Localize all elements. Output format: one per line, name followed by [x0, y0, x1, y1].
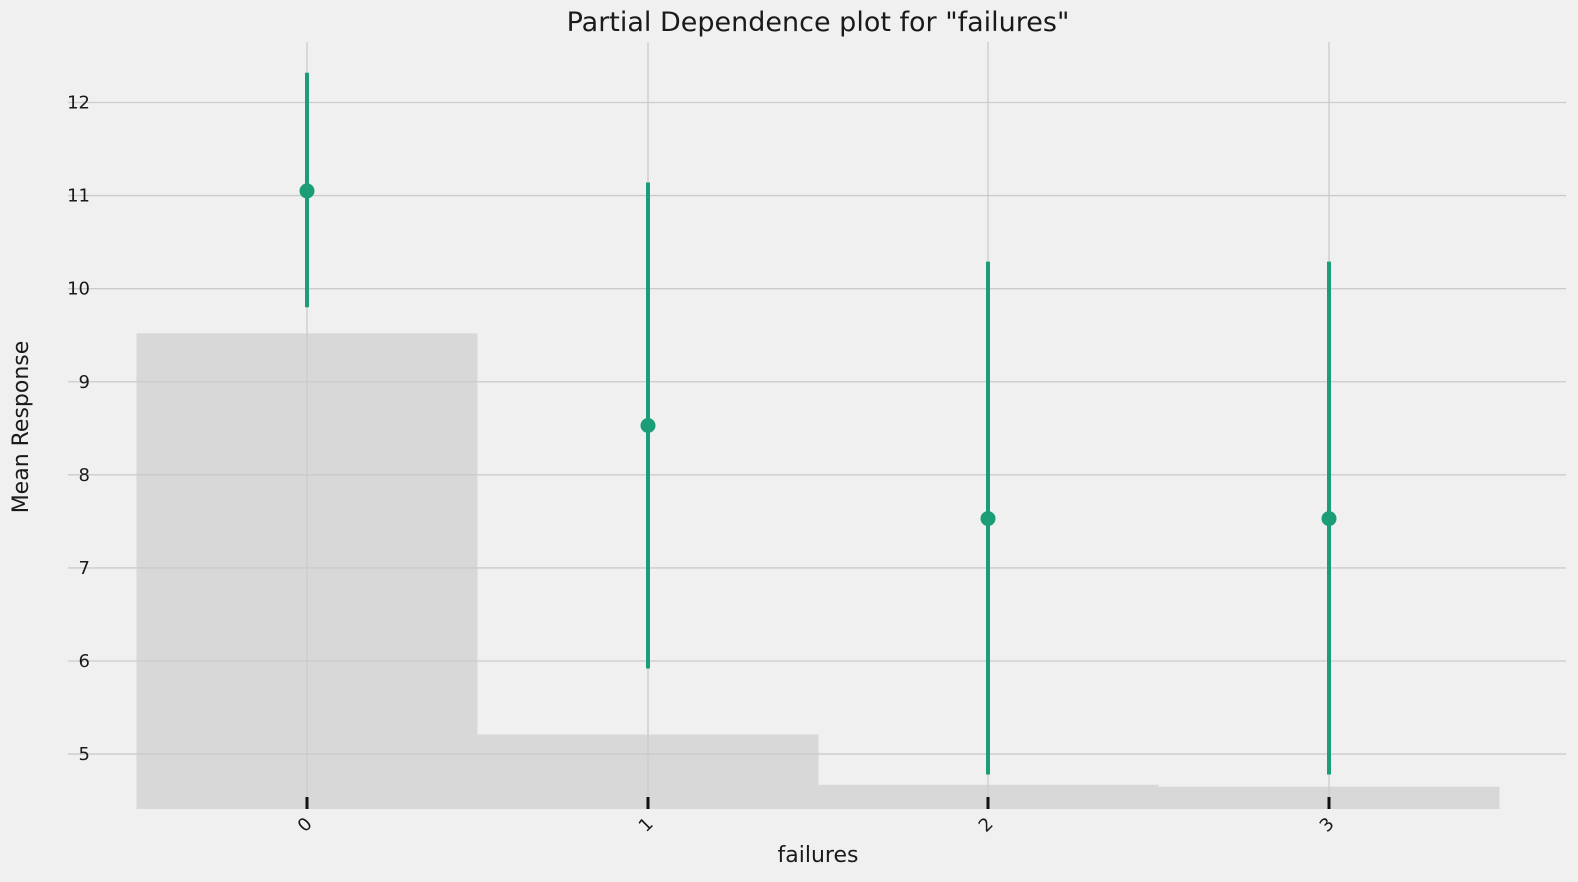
x-axis-label: failures — [778, 843, 859, 868]
data-point — [299, 183, 315, 199]
data-point — [1321, 511, 1337, 527]
y-tick-label: 8 — [79, 465, 90, 486]
y-tick-label: 9 — [79, 372, 90, 393]
y-tick-label: 5 — [79, 744, 90, 765]
y-tick-label: 12 — [67, 93, 90, 114]
y-tick-label: 6 — [79, 651, 90, 672]
y-axis-label: Mean Response — [9, 341, 34, 514]
data-point — [980, 511, 996, 527]
chart-title: Partial Dependence plot for "failures" — [567, 7, 1070, 38]
y-tick-label: 10 — [67, 279, 90, 300]
y-tick-label: 11 — [67, 186, 90, 207]
y-tick-label: 7 — [79, 558, 90, 579]
data-point — [640, 418, 656, 433]
point-layer — [299, 183, 1337, 527]
